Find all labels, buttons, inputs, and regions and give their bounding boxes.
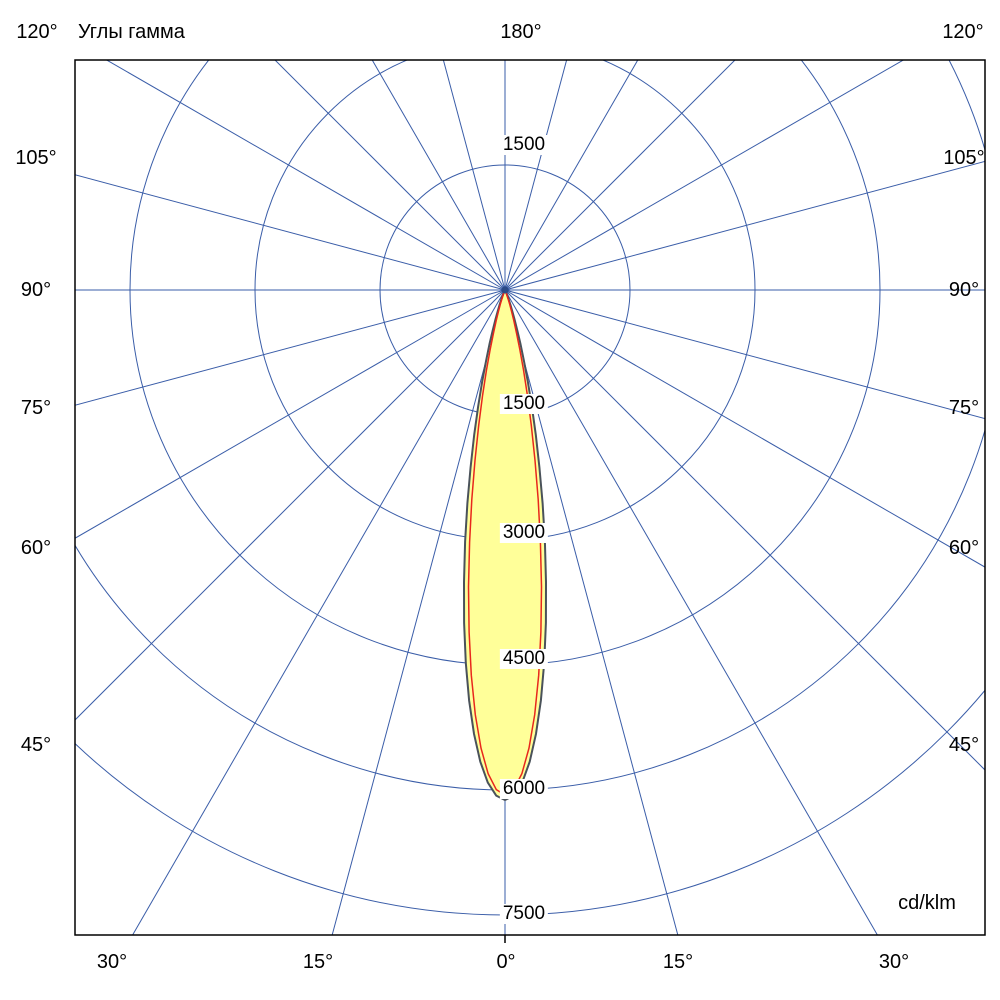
angular-grid-line — [504, 289, 878, 935]
angle-label-right: 60° — [948, 537, 980, 559]
unit-label: cd/klm — [898, 892, 956, 914]
angle-label-left: 45° — [20, 734, 52, 756]
angular-grid-line — [504, 160, 985, 291]
radial-tick-label: 4500 — [499, 649, 549, 669]
angle-label-left: 90° — [20, 279, 52, 301]
angle-label-left: 75° — [20, 397, 52, 419]
chart-title: Углы гамма — [78, 21, 185, 43]
radial-tick-label: 1500 — [499, 394, 549, 414]
angular-grid-line — [75, 289, 506, 406]
angle-label-right: 45° — [948, 734, 980, 756]
angular-grid-line — [75, 289, 506, 539]
plot-frame — [74, 59, 986, 936]
angular-grid-line — [442, 60, 506, 291]
angle-label-top-left: 120° — [16, 21, 58, 43]
angular-grid-line — [105, 60, 506, 291]
angular-grid-line — [371, 60, 506, 291]
angular-grid-line — [504, 289, 985, 420]
radial-tick-label: 7500 — [499, 904, 549, 924]
angular-grid-line — [331, 289, 506, 935]
beam-origin-dot — [501, 286, 509, 294]
angle-label-bottom: 15° — [302, 951, 334, 973]
angle-label-right: 105° — [943, 147, 985, 169]
angle-label-right: 90° — [948, 279, 980, 301]
angular-grid-line — [132, 289, 506, 935]
angular-grid-line — [504, 60, 568, 291]
radial-tick-label: 1500 — [499, 135, 549, 155]
angular-grid-line — [75, 174, 506, 291]
angular-grid-line — [504, 289, 985, 568]
angle-label-bottom: 15° — [662, 951, 694, 973]
angular-grid-line — [504, 289, 985, 771]
angle-label-top-right: 120° — [942, 21, 984, 43]
angle-label-right: 75° — [948, 397, 980, 419]
angle-label-left: 105° — [15, 147, 57, 169]
angular-grid-line — [504, 60, 639, 291]
angle-label-bottom: 30° — [878, 951, 910, 973]
angular-grid-line — [75, 289, 506, 721]
angular-grid-line — [504, 289, 679, 935]
radial-tick-label: 6000 — [499, 779, 549, 799]
angular-grid-line — [274, 60, 506, 291]
radial-tick-label: 3000 — [499, 523, 549, 543]
angular-grid-line — [504, 60, 905, 291]
angle-label-bottom: 30° — [96, 951, 128, 973]
angle-label-top-center: 180° — [500, 21, 542, 43]
angle-label-left: 60° — [20, 537, 52, 559]
angle-label-bottom: 0° — [496, 951, 516, 973]
angular-grid-line — [504, 60, 736, 291]
